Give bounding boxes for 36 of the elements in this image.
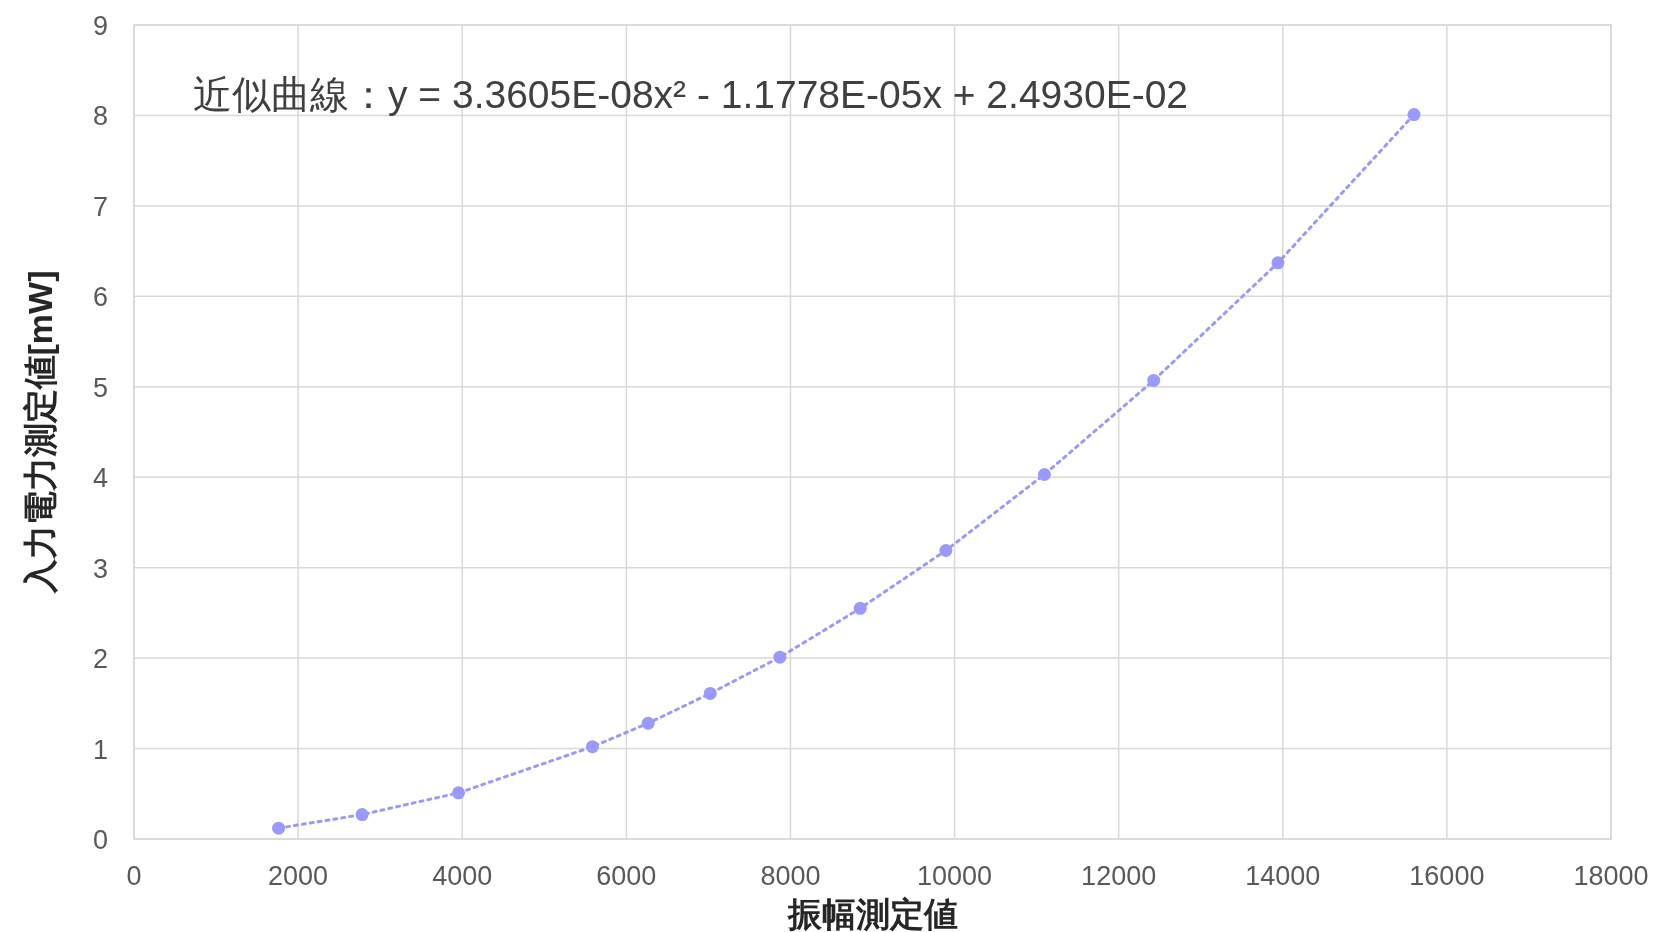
y-tick-label: 1 bbox=[92, 734, 108, 765]
point bbox=[452, 786, 466, 800]
x-tick-label: 2000 bbox=[268, 861, 329, 891]
y-tick-label: 8 bbox=[92, 101, 108, 132]
y-tick-label: 2 bbox=[92, 644, 108, 675]
point bbox=[939, 543, 953, 557]
y-tick-label: 6 bbox=[92, 282, 108, 313]
x-tick-label: 6000 bbox=[596, 861, 657, 891]
x-tick-label: 8000 bbox=[760, 861, 821, 891]
point bbox=[773, 650, 787, 664]
point bbox=[703, 686, 717, 700]
x-tick-label: 0 bbox=[126, 861, 142, 891]
point bbox=[355, 808, 369, 822]
y-tick-label: 5 bbox=[92, 372, 108, 403]
y-axis-title: 入力電力測定値[mW] bbox=[21, 270, 59, 595]
x-tick-label: 12000 bbox=[1081, 861, 1157, 891]
y-tick-label: 4 bbox=[92, 463, 108, 494]
y-tick-label: 9 bbox=[92, 11, 108, 41]
x-tick-label: 14000 bbox=[1245, 861, 1321, 891]
x-tick-label: 4000 bbox=[432, 861, 493, 891]
x-tick-label: 18000 bbox=[1573, 861, 1649, 891]
y-tick-label: 7 bbox=[92, 191, 108, 222]
point bbox=[1407, 108, 1421, 122]
x-tick-label: 16000 bbox=[1409, 861, 1485, 891]
y-tick-label: 3 bbox=[92, 553, 108, 584]
y-tick-label: 0 bbox=[92, 825, 108, 855]
point bbox=[1147, 373, 1161, 387]
x-tick-label: 10000 bbox=[917, 861, 993, 891]
point bbox=[1037, 468, 1051, 482]
x-axis-title: 振幅測定値 bbox=[786, 895, 958, 932]
point bbox=[585, 740, 599, 754]
annotation: 近似曲線：y = 3.3605E-08x² - 1.1778E-05x + 2.4930E-02 bbox=[193, 73, 1189, 116]
point bbox=[272, 821, 286, 835]
point bbox=[1271, 256, 1285, 270]
point bbox=[853, 601, 867, 615]
point bbox=[641, 716, 655, 730]
